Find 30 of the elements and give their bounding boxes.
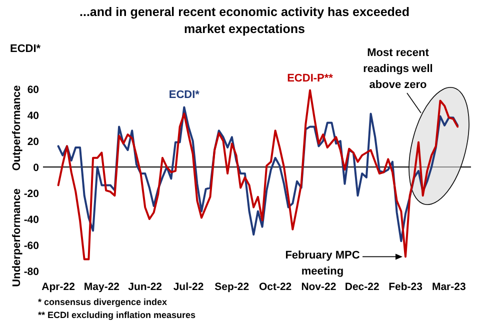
y-axis-title: ECDI*	[10, 43, 42, 55]
series-label: ECDI-P**	[287, 72, 334, 84]
y-tick-label: 40	[27, 110, 40, 122]
x-tick-label: Apr-22	[42, 281, 76, 293]
text: * consensus divergence index	[38, 297, 168, 307]
line-series	[57, 89, 459, 260]
x-tick-label: Oct-22	[258, 281, 292, 293]
x-tick-label: Jul-22	[173, 281, 204, 293]
x-tick-label: Sep-22	[214, 281, 250, 293]
y-tick-label: -20	[24, 188, 40, 200]
x-tick-label: Mar-23	[432, 281, 466, 293]
x-tick-label: Jun-22	[128, 281, 162, 293]
x-tick-label: May-22	[84, 281, 120, 293]
annotation: February MPC meeting	[285, 250, 360, 278]
y-tick-label: -80	[24, 266, 40, 278]
y-tick-label: -60	[24, 240, 40, 252]
x-tick-label: Dec-22	[344, 281, 380, 293]
text: Underperformance	[11, 188, 23, 287]
annotation: Most recent readings well above zero	[363, 47, 433, 91]
y-tick-label: 0	[33, 162, 40, 174]
series-label: ECDI*	[168, 89, 200, 102]
chart-title: ...and in general recent economic activity has exceeded market expectations	[80, 5, 410, 36]
x-tick-label: Nov-22	[301, 281, 336, 293]
text: Outperformance	[11, 85, 23, 171]
y-tick-label: 20	[27, 136, 40, 148]
text: ** ECDI excluding inflation measures	[38, 310, 196, 320]
y-tick-label: -40	[24, 214, 40, 226]
y-tick-label: 60	[27, 84, 40, 96]
line-series	[57, 106, 459, 242]
x-tick-label: Feb-23	[388, 281, 423, 293]
